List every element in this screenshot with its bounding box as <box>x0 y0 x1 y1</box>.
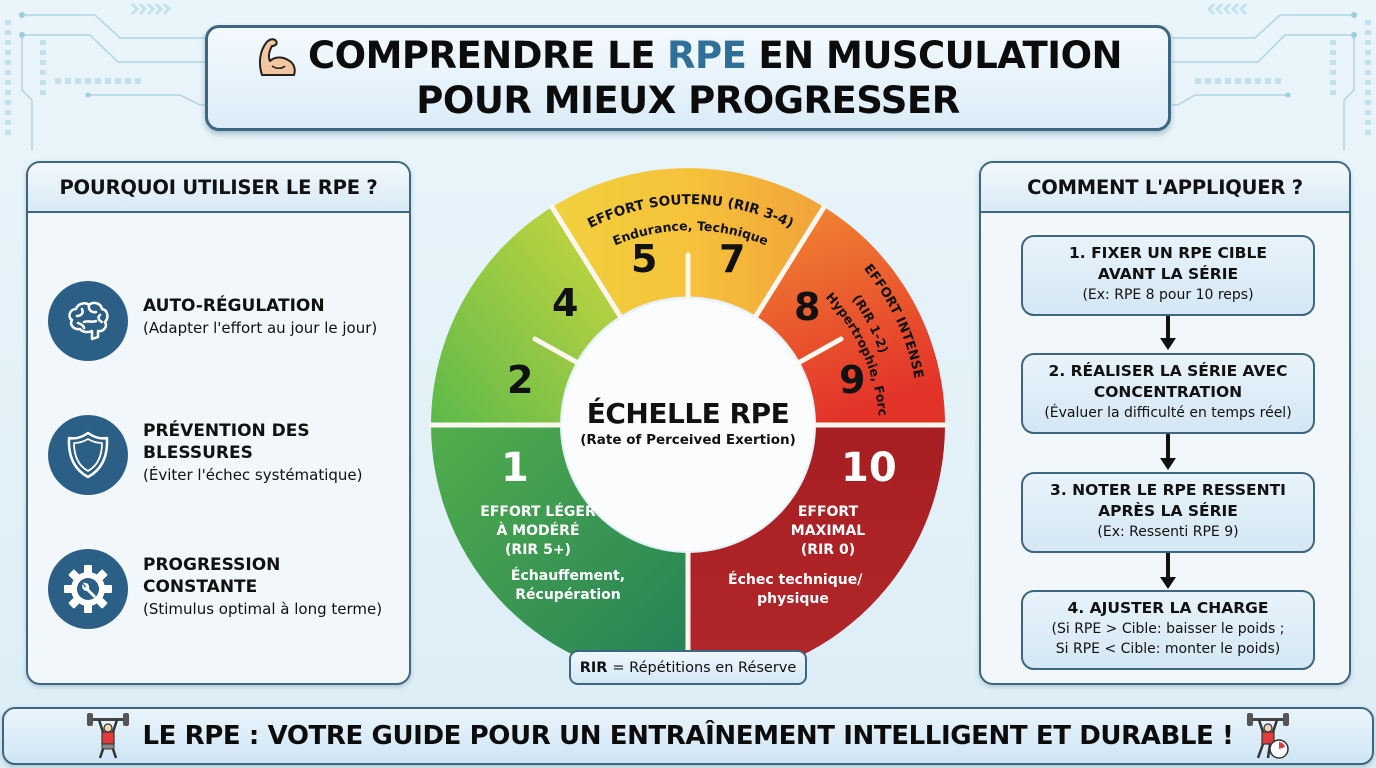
light-effort-line-2: À MODÉRÉ <box>496 523 580 539</box>
brain-icon <box>48 281 128 361</box>
maximal-effort-uses: Échec technique/ physique <box>728 571 863 609</box>
step-2-box: 2. RÉALISER LA SÉRIE AVEC CONCENTRATION … <box>1021 353 1315 434</box>
step-description: (Ex: RPE 8 pour 10 reps) <box>1082 287 1254 303</box>
center-title: ÉCHELLE RPE <box>586 397 790 430</box>
gear-wrench-icon <box>48 549 128 629</box>
title-text-after: EN MUSCULATION <box>758 34 1122 77</box>
step-title: 1. FIXER UN RPE CIBLE <box>1069 244 1267 262</box>
light-effort-uses: Échauffement, Récupération <box>503 567 633 605</box>
benefit-title: PRÉVENTION DES <box>143 421 310 441</box>
step-title: 3. NOTER LE RPE RESSENTI <box>1050 481 1286 499</box>
maximal-effort-label: EFFORT MAXIMAL (RIR 0) <box>768 503 888 560</box>
benefit-title: AUTO-RÉGULATION <box>143 296 325 316</box>
weightlifter-icon <box>87 713 130 759</box>
why-use-rpe-header: POURQUOI UTILISER LE RPE ? <box>28 163 409 213</box>
flexed-biceps-icon <box>258 38 296 76</box>
footer-banner: LE RPE : VOTRE GUIDE POUR UN ENTRAÎNEMEN… <box>2 707 1374 765</box>
maximal-effort-use-1: Échec technique/ <box>728 572 863 588</box>
benefit-title: PROGRESSION <box>143 555 281 575</box>
title-line-1: COMPRENDRE LE RPE EN MUSCULATION <box>254 33 1122 79</box>
down-arrow-icon <box>1160 316 1176 350</box>
how-to-apply-panel: COMMENT L'APPLIQUER ? 1. FIXER UN RPE CI… <box>979 161 1351 685</box>
step-3-box: 3. NOTER LE RPE RESSENTI APRÈS LA SÉRIE … <box>1021 472 1315 553</box>
light-effort-line-1: EFFORT LÉGER <box>480 504 596 520</box>
step-title-line-2: APRÈS LA SÉRIE <box>1098 502 1238 520</box>
rpe-number-4: 4 <box>552 281 579 325</box>
rpe-scale-wheel: EFFORT SOUTENU (RIR 3-4) Endurance, Tech… <box>428 165 948 685</box>
benefit-description: (Stimulus optimal à long terme) <box>143 600 383 618</box>
step-description: (Si RPE > Cible: baisser le poids ; <box>1051 621 1285 637</box>
rpe-number-8: 8 <box>794 285 821 329</box>
rpe-number-1: 1 <box>501 445 529 491</box>
step-title-line-2: AVANT LA SÉRIE <box>1097 265 1239 283</box>
benefit-title-line-2: CONSTANTE <box>143 577 258 597</box>
benefit-item-auto-regulation: AUTO-RÉGULATION (Adapter l'effort au jou… <box>48 281 377 361</box>
step-description: (Ex: Ressenti RPE 9) <box>1097 524 1239 540</box>
benefit-description: (Éviter l'échec systématique) <box>143 466 363 484</box>
rir-abbreviation: RIR <box>579 659 608 676</box>
benefit-title-line-2: BLESSURES <box>143 443 253 463</box>
maximal-effort-line-1: EFFORT <box>797 504 859 520</box>
rpe-number-10: 10 <box>841 445 897 491</box>
maximal-effort-use-2: physique <box>757 591 829 607</box>
rir-definition: = Répétitions en Réserve <box>612 659 797 676</box>
how-to-apply-header: COMMENT L'APPLIQUER ? <box>981 163 1349 213</box>
why-use-rpe-panel: POURQUOI UTILISER LE RPE ? AUTO-RÉGULATI… <box>26 161 411 685</box>
weightlifter-timer-icon <box>1246 713 1289 759</box>
title-line-2: POUR MIEUX PROGRESSER <box>416 79 960 122</box>
maximal-effort-line-2: MAXIMAL <box>790 523 866 539</box>
rpe-wheel-graphic: EFFORT SOUTENU (RIR 3-4) Endurance, Tech… <box>428 165 948 685</box>
rpe-number-7: 7 <box>719 237 746 281</box>
step-description-line-2: Si RPE < Cible: monter le poids) <box>1055 641 1281 657</box>
title-banner: COMPRENDRE LE RPE EN MUSCULATION POUR MI… <box>205 25 1171 131</box>
step-title-line-2: CONCENTRATION <box>1093 383 1243 401</box>
benefit-item-constant-progression: PROGRESSION CONSTANTE (Stimulus optimal … <box>48 549 382 629</box>
title-accent-rpe: RPE <box>667 34 747 77</box>
title-text-before: COMPRENDRE LE <box>308 34 656 77</box>
shield-icon <box>48 415 128 495</box>
light-effort-label: EFFORT LÉGER À MODÉRÉ (RIR 5+) <box>473 503 603 560</box>
footer-message: LE RPE : VOTRE GUIDE POUR UN ENTRAÎNEMEN… <box>142 721 1234 751</box>
light-effort-use-1: Échauffement, <box>510 568 626 584</box>
step-title: 2. RÉALISER LA SÉRIE AVEC <box>1048 362 1288 380</box>
light-effort-use-2: Récupération <box>515 587 621 603</box>
step-description: (Évaluer la difficulté en temps réel) <box>1044 405 1292 421</box>
down-arrow-icon <box>1160 553 1176 589</box>
down-arrow-icon <box>1160 434 1176 470</box>
rpe-number-5: 5 <box>631 237 658 281</box>
step-4-box: 4. AJUSTER LA CHARGE (Si RPE > Cible: ba… <box>1021 590 1315 670</box>
step-1-box: 1. FIXER UN RPE CIBLE AVANT LA SÉRIE (Ex… <box>1021 235 1315 316</box>
step-title: 4. AJUSTER LA CHARGE <box>1067 599 1269 617</box>
rir-legend: RIR = Répétitions en Réserve <box>569 650 807 685</box>
center-subtitle: (Rate of Perceived Exertion) <box>580 432 796 448</box>
maximal-effort-rir: (RIR 0) <box>800 542 856 558</box>
benefit-description: (Adapter l'effort au jour le jour) <box>143 319 378 337</box>
benefit-item-injury-prevention: PRÉVENTION DES BLESSURES (Éviter l'échec… <box>48 415 363 495</box>
rpe-number-2: 2 <box>507 358 534 402</box>
rpe-number-9: 9 <box>839 358 866 402</box>
light-effort-rir: (RIR 5+) <box>505 542 571 558</box>
